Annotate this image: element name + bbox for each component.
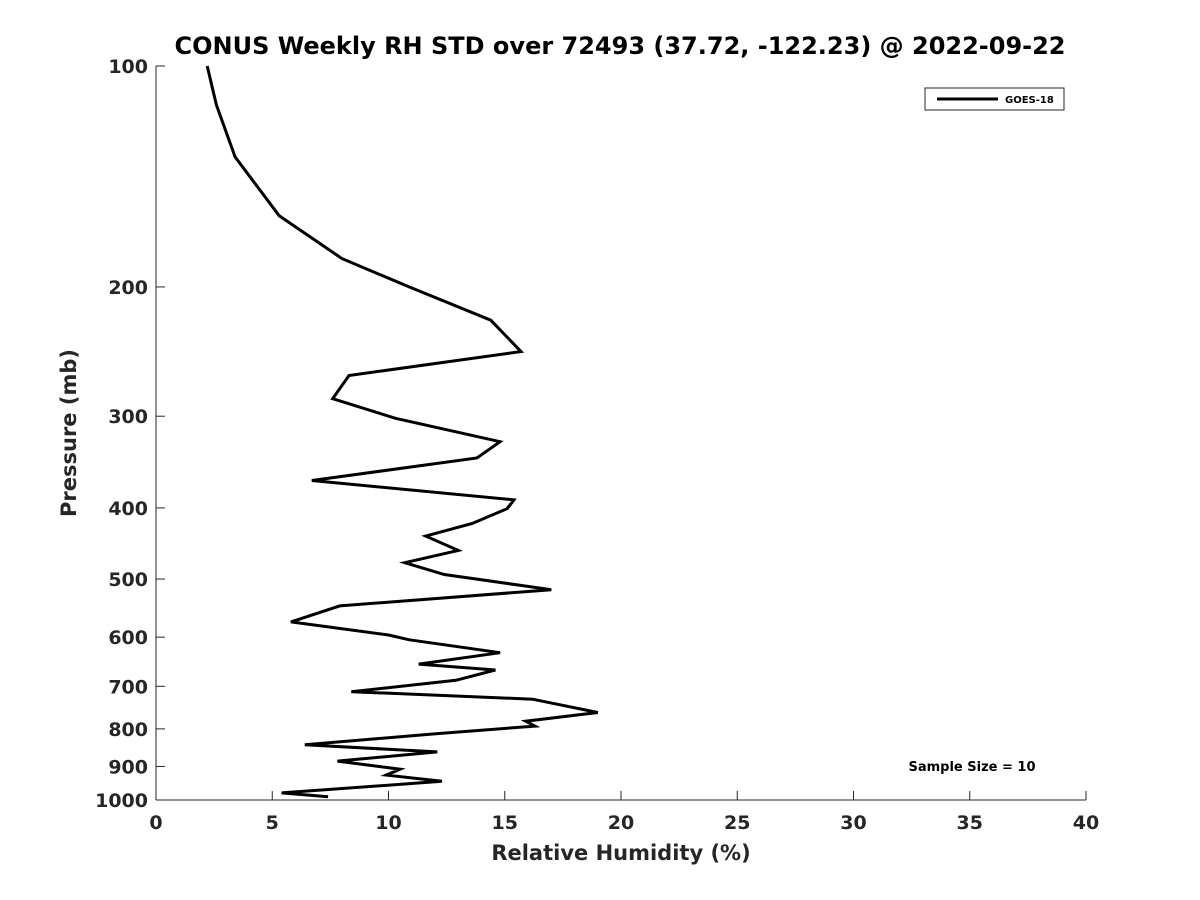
x-tick-label: 10 — [375, 812, 401, 834]
y-tick-label: 800 — [108, 719, 148, 741]
chart-title: CONUS Weekly RH STD over 72493 (37.72, -… — [174, 32, 1065, 60]
plot-lines — [205, 65, 599, 799]
x-ticks: 0 5 10 15 20 25 30 35 40 — [149, 791, 1099, 834]
y-tick-label: 400 — [108, 498, 148, 520]
y-tick-label: 300 — [108, 406, 148, 428]
x-tick-label: 20 — [608, 812, 634, 834]
x-tick-label: 15 — [492, 812, 518, 834]
x-tick-label: 0 — [149, 812, 162, 834]
sample-size-annotation: Sample Size = 10 — [908, 760, 1035, 775]
legend: GOES-18 — [924, 87, 1065, 111]
x-tick-label: 35 — [957, 812, 983, 834]
y-tick-label: 500 — [108, 569, 148, 591]
legend-label-goes-18: GOES-18 — [1005, 95, 1054, 106]
y-tick-label: 700 — [108, 676, 148, 698]
x-tick-label: 30 — [840, 812, 866, 834]
y-tick-label: 200 — [108, 277, 148, 299]
x-tick-label: 5 — [266, 812, 279, 834]
y-tick-label: 600 — [108, 627, 148, 649]
y-ticks: 100 200 300 400 500 600 700 800 900 1000 — [95, 56, 165, 812]
y-tick-label: 1000 — [95, 790, 148, 812]
x-tick-label: 25 — [724, 812, 750, 834]
x-axis-label: Relative Humidity (%) — [491, 841, 750, 865]
y-tick-label: 900 — [108, 756, 148, 778]
x-tick-label: 40 — [1073, 812, 1099, 834]
y-tick-label: 100 — [108, 56, 148, 78]
series-line-goes-18 — [205, 65, 599, 799]
y-axis-label: Pressure (mb) — [57, 349, 81, 517]
